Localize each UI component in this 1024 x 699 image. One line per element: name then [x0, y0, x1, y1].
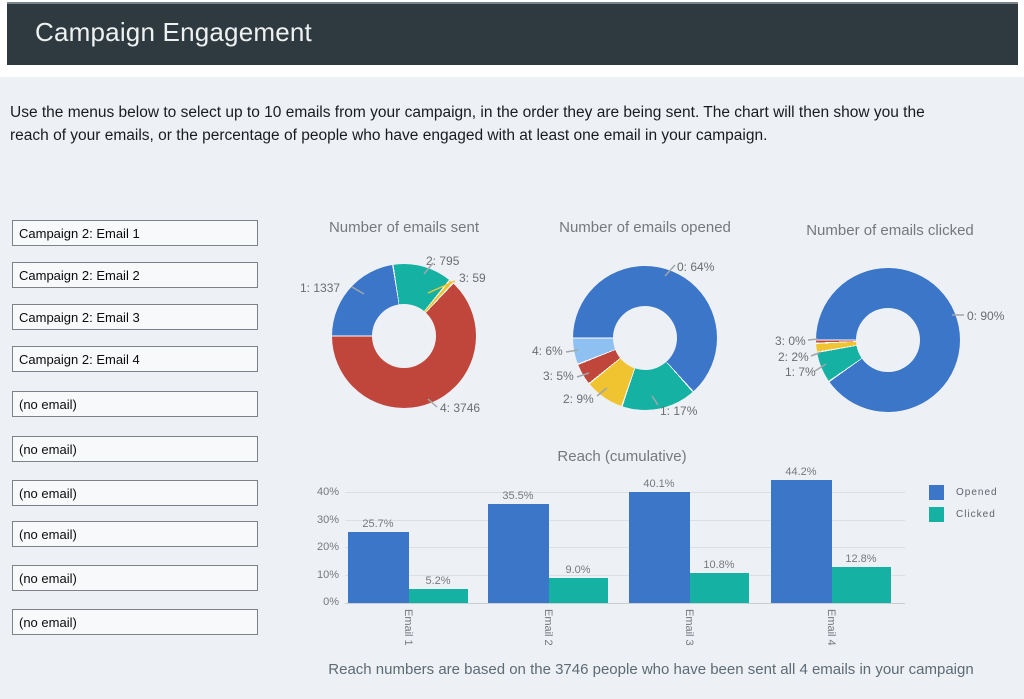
donut-opened-label-2: 2: 9%	[563, 392, 594, 406]
email-select-1[interactable]: Campaign 2: Email 1	[12, 220, 258, 246]
bar-chart-title: Reach (cumulative)	[557, 448, 687, 465]
donut-clicked-label-3: 3: 0%	[775, 334, 806, 348]
email-select-2[interactable]: Campaign 2: Email 2	[12, 262, 258, 288]
y-tick-40: 40%	[316, 486, 339, 498]
email-select-7[interactable]: (no email)	[12, 480, 258, 506]
email-select-3[interactable]: Campaign 2: Email 3	[12, 304, 258, 330]
bar-label-clicked-3: 10.8%	[703, 559, 735, 571]
x-tick-email-4: Email 4	[825, 609, 837, 646]
donut-sent-label-3: 3: 59	[459, 271, 486, 285]
donut-opened-label-3: 3: 5%	[543, 369, 574, 383]
donut-opened-label-4: 4: 6%	[532, 344, 563, 358]
page-title: Campaign Engagement	[35, 17, 312, 47]
y-tick-20: 20%	[316, 541, 339, 553]
bar-label-opened-1: 25.7%	[362, 518, 394, 530]
donut-clicked-label-2: 2: 2%	[778, 350, 809, 364]
donut-opened-label-1: 1: 17%	[660, 404, 698, 418]
bar-label-opened-4: 44.2%	[785, 466, 817, 478]
gridline-10	[345, 575, 905, 576]
donut-sent-label-2: 2: 795	[426, 254, 460, 268]
legend-label-opened: Opened	[956, 487, 998, 498]
email-select-4[interactable]: Campaign 2: Email 4	[12, 346, 258, 372]
gridline-0-baseline	[345, 603, 905, 604]
email-select-5[interactable]: (no email)	[12, 391, 258, 417]
bar-opened-email-2	[488, 504, 549, 603]
donut-clicked-label-1: 1: 7%	[785, 365, 816, 379]
x-tick-email-3: Email 3	[683, 609, 695, 646]
bar-label-clicked-1: 5.2%	[425, 575, 451, 587]
donut-sent-label-4: 4: 3746	[440, 401, 481, 415]
donut-chart-sent	[332, 264, 476, 408]
y-tick-0: 0%	[323, 596, 339, 608]
bar-clicked-email-3	[690, 573, 749, 603]
email-select-6[interactable]: (no email)	[12, 436, 258, 462]
bar-opened-email-1	[348, 532, 409, 603]
gridline-20	[345, 547, 905, 548]
donut-clicked-label-0: 0: 90%	[967, 309, 1005, 323]
bar-label-opened-3: 40.1%	[643, 478, 675, 490]
donut-sent-label-1: 1: 1337	[300, 281, 341, 295]
x-tick-email-1: Email 1	[402, 609, 414, 646]
email-select-8[interactable]: (no email)	[12, 521, 258, 547]
footer-note: Reach numbers are based on the 3746 peop…	[328, 661, 974, 678]
bar-label-clicked-4: 12.8%	[845, 553, 877, 565]
email-select-10[interactable]: (no email)	[12, 609, 258, 635]
bar-opened-email-3	[629, 492, 690, 603]
intro-line-2: reach of your emails, or the percentage …	[10, 127, 768, 144]
intro-text: Use the menus below to select up to 10 e…	[10, 101, 925, 147]
x-tick-email-2: Email 2	[542, 609, 554, 646]
legend-swatch-clicked	[929, 507, 944, 522]
bar-label-opened-2: 35.5%	[502, 490, 534, 502]
bar-opened-email-4	[771, 480, 832, 603]
bar-label-clicked-2: 9.0%	[565, 564, 591, 576]
donut-opened-title: Number of emails opened	[559, 219, 731, 236]
y-tick-30: 30%	[316, 514, 339, 526]
legend-swatch-opened	[929, 485, 944, 500]
donut-chart-clicked	[816, 268, 960, 412]
bar-clicked-email-2	[549, 578, 608, 603]
donut-chart-opened	[573, 266, 717, 410]
header-bar: Campaign Engagement	[7, 2, 1018, 65]
donut-sent-title: Number of emails sent	[328, 219, 480, 236]
legend-label-clicked: Clicked	[956, 509, 996, 520]
gridline-40	[345, 492, 905, 493]
donut-opened-label-0: 0: 64%	[677, 260, 715, 274]
donut-clicked-title: Number of emails clicked	[806, 222, 974, 239]
intro-line-1: Use the menus below to select up to 10 e…	[10, 104, 925, 121]
email-select-9[interactable]: (no email)	[12, 565, 258, 591]
gridline-30	[345, 520, 905, 521]
y-tick-10: 10%	[316, 569, 339, 581]
bar-clicked-email-4	[832, 567, 891, 603]
bar-clicked-email-1	[409, 589, 468, 603]
